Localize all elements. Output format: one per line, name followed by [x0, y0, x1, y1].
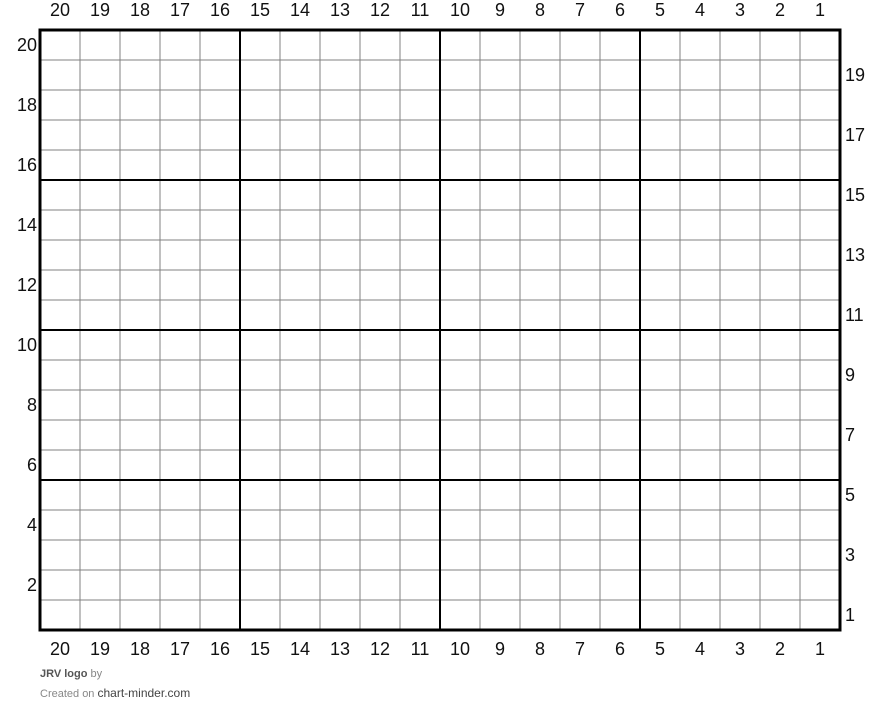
column-label-top: 1 [815, 0, 825, 20]
column-label-top: 17 [170, 0, 190, 20]
knitting-chart-grid: 2020191918181717161615151414131312121111… [17, 0, 865, 659]
chart-title: JRV logo [40, 668, 88, 680]
column-label-top: 6 [615, 0, 625, 20]
row-label-right: 17 [845, 125, 865, 145]
column-label-top: 10 [450, 0, 470, 20]
row-label-right: 3 [845, 545, 855, 565]
site-link[interactable]: chart-minder.com [97, 686, 191, 700]
column-label-top: 7 [575, 0, 585, 20]
column-label-top: 3 [735, 0, 745, 20]
row-label-left: 4 [27, 515, 37, 535]
created-on-text: Created on [40, 688, 95, 700]
row-label-right: 19 [845, 65, 865, 85]
chart-title-line: JRV logo by [40, 668, 102, 680]
column-label-bottom: 13 [330, 639, 350, 659]
row-label-right: 15 [845, 185, 865, 205]
column-label-bottom: 12 [370, 639, 390, 659]
column-label-bottom: 3 [735, 639, 745, 659]
column-label-top: 12 [370, 0, 390, 20]
column-label-top: 4 [695, 0, 705, 20]
column-label-bottom: 10 [450, 639, 470, 659]
column-label-top: 11 [411, 0, 430, 20]
row-label-left: 12 [17, 275, 37, 295]
column-label-bottom: 4 [695, 639, 705, 659]
grid-border [38, 28, 842, 632]
column-label-top: 9 [495, 0, 505, 20]
row-label-right: 11 [845, 305, 864, 325]
column-label-bottom: 17 [170, 639, 190, 659]
column-label-top: 18 [130, 0, 150, 20]
column-label-bottom: 2 [775, 639, 785, 659]
row-label-right: 7 [845, 425, 855, 445]
column-label-bottom: 16 [210, 639, 230, 659]
column-label-bottom: 20 [50, 639, 70, 659]
row-label-left: 16 [17, 155, 37, 175]
column-label-top: 2 [775, 0, 785, 20]
column-label-bottom: 14 [290, 639, 310, 659]
row-label-left: 10 [17, 335, 37, 355]
column-label-bottom: 15 [250, 639, 270, 659]
created-on-line: Created on chart-minder.com [40, 686, 190, 700]
row-label-right: 1 [845, 605, 855, 625]
column-label-top: 20 [50, 0, 70, 20]
row-label-left: 2 [27, 575, 37, 595]
column-label-bottom: 7 [575, 639, 585, 659]
column-label-bottom: 6 [615, 639, 625, 659]
row-label-left: 14 [17, 215, 37, 235]
column-label-bottom: 1 [815, 639, 825, 659]
column-label-bottom: 5 [655, 639, 665, 659]
column-label-bottom: 11 [411, 639, 430, 659]
by-text: by [90, 668, 103, 680]
row-label-left: 6 [27, 455, 37, 475]
column-label-bottom: 19 [90, 639, 110, 659]
column-label-top: 13 [330, 0, 350, 20]
row-label-right: 5 [845, 485, 855, 505]
column-label-bottom: 9 [495, 639, 505, 659]
column-label-bottom: 18 [130, 639, 150, 659]
column-label-top: 19 [90, 0, 110, 20]
row-label-right: 13 [845, 245, 865, 265]
column-label-bottom: 8 [535, 639, 545, 659]
row-label-right: 9 [845, 365, 855, 385]
column-label-top: 16 [210, 0, 230, 20]
row-label-left: 18 [17, 95, 37, 115]
column-label-top: 8 [535, 0, 545, 20]
column-label-top: 14 [290, 0, 310, 20]
column-label-top: 15 [250, 0, 270, 20]
row-label-left: 20 [17, 35, 37, 55]
column-label-top: 5 [655, 0, 665, 20]
row-label-left: 8 [27, 395, 37, 415]
